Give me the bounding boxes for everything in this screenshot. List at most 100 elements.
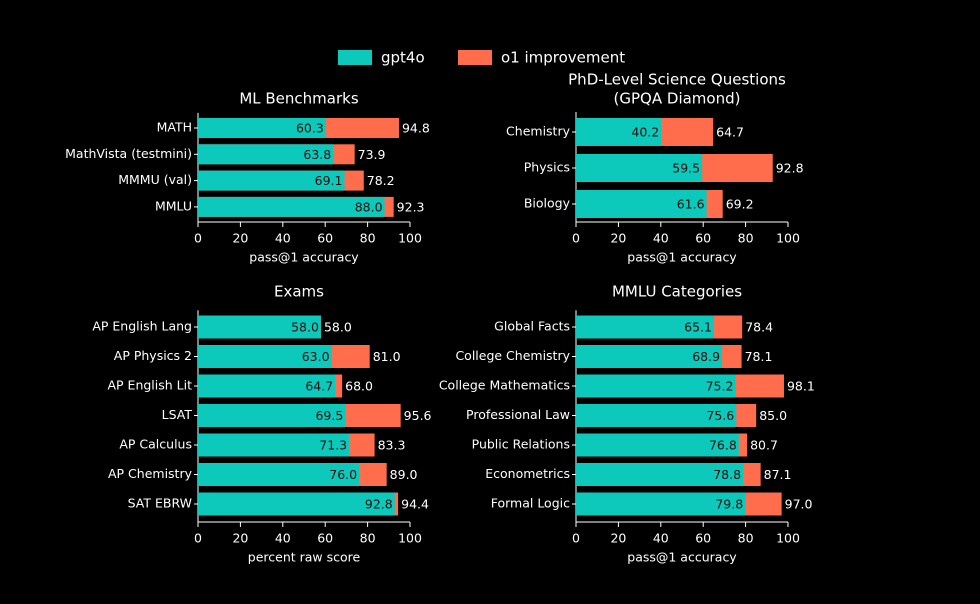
x-tick-label: 60: [695, 231, 711, 246]
bar: [576, 315, 715, 339]
x-tick-label: 40: [653, 231, 669, 246]
x-tick-label: 40: [653, 531, 669, 546]
y-tick-label: AP English Lit: [107, 378, 192, 393]
bar-value-label: 76.8: [709, 438, 737, 453]
bar-value-label: 61.6: [677, 197, 705, 212]
chart-title: PhD-Level Science Questions: [568, 71, 786, 89]
x-tick-label: 0: [194, 531, 202, 546]
bar-total-label: 92.3: [397, 199, 425, 214]
bar: [576, 433, 739, 457]
bar-total-label: 94.8: [402, 121, 430, 136]
bar-total-label: 64.7: [716, 125, 744, 140]
x-tick-label: 80: [360, 531, 376, 546]
y-tick-label: LSAT: [162, 407, 193, 422]
x-tick-label: 20: [610, 531, 626, 546]
bar-value-label: 64.7: [305, 379, 333, 394]
bar: [576, 404, 737, 427]
bar-value-label: 68.9: [692, 349, 720, 364]
bar: [198, 170, 345, 191]
bar-total-label: 73.9: [358, 147, 386, 162]
y-tick-label: MATH: [157, 120, 192, 135]
bar-value-label: 92.8: [365, 497, 393, 512]
bar: [576, 345, 723, 368]
bar-total-label: 69.2: [726, 197, 754, 212]
bar: [576, 118, 662, 146]
bar: [198, 345, 332, 368]
y-tick-label: Chemistry: [506, 124, 571, 139]
bar: [198, 433, 350, 457]
bar: [576, 154, 703, 182]
y-tick-label: Formal Logic: [491, 496, 570, 511]
bar: [198, 374, 336, 398]
x-tick-label: 80: [360, 231, 376, 246]
legend-swatch: [458, 50, 492, 65]
bar: [198, 196, 385, 217]
chart-title: Exams: [274, 283, 324, 301]
x-tick-label: 0: [572, 231, 580, 246]
x-axis-label: pass@1 accuracy: [249, 250, 359, 265]
bar-total-label: 89.0: [390, 467, 418, 482]
bar-total-label: 78.1: [745, 349, 773, 364]
y-tick-label: AP Calculus: [119, 437, 192, 452]
bar-value-label: 59.5: [672, 161, 700, 176]
bar: [198, 463, 360, 486]
y-tick-label: MMLU: [155, 198, 192, 213]
bar-total-label: 94.4: [401, 497, 429, 512]
legend-label: gpt4o: [381, 49, 425, 67]
bar-total-label: 85.0: [759, 408, 787, 423]
x-tick-label: 60: [317, 231, 333, 246]
bar-value-label: 71.3: [319, 438, 347, 453]
x-tick-label: 0: [194, 231, 202, 246]
x-tick-label: 80: [738, 231, 754, 246]
bar: [576, 374, 736, 398]
x-tick-label: 20: [232, 231, 248, 246]
y-tick-label: AP English Lang: [92, 319, 192, 334]
bar-total-label: 92.8: [776, 161, 804, 176]
bar-total-label: 87.1: [764, 467, 792, 482]
x-axis-label: pass@1 accuracy: [627, 550, 737, 565]
bar-value-label: 75.2: [706, 379, 734, 394]
y-tick-label: Biology: [524, 196, 571, 211]
bar: [198, 118, 326, 138]
chart-title: ML Benchmarks: [239, 90, 359, 108]
bar-total-label: 78.4: [745, 320, 773, 335]
x-tick-label: 100: [776, 531, 800, 546]
bar-value-label: 40.2: [631, 125, 659, 140]
bar-total-label: 83.3: [378, 438, 406, 453]
bar-value-label: 63.8: [303, 147, 331, 162]
y-tick-label: AP Physics 2: [114, 348, 192, 363]
bar-total-label: 97.0: [785, 497, 813, 512]
y-tick-label: Public Relations: [472, 437, 570, 452]
bar-total-label: 81.0: [373, 349, 401, 364]
y-tick-label: Econometrics: [485, 466, 570, 481]
bar-value-label: 79.8: [715, 497, 743, 512]
bar: [198, 315, 321, 339]
bar-value-label: 76.0: [329, 467, 357, 482]
chart-title: MMLU Categories: [612, 283, 742, 301]
bar-total-label: 58.0: [324, 320, 352, 335]
legend-swatch: [338, 50, 372, 65]
legend-label: o1 improvement: [501, 49, 625, 67]
bar-value-label: 63.0: [302, 349, 330, 364]
x-tick-label: 20: [232, 531, 248, 546]
y-tick-label: MMMU (val): [118, 172, 192, 187]
y-tick-label: College Mathematics: [439, 378, 570, 393]
bar-value-label: 60.3: [296, 121, 324, 136]
bar: [198, 404, 346, 427]
bar-value-label: 69.1: [315, 173, 343, 188]
y-tick-label: Professional Law: [466, 407, 570, 422]
bar-total-label: 80.7: [750, 438, 778, 453]
x-tick-label: 100: [776, 231, 800, 246]
y-tick-label: SAT EBRW: [128, 496, 192, 511]
chart-title: (GPQA Diamond): [614, 90, 741, 108]
bar: [576, 190, 707, 218]
bar-total-label: 68.0: [345, 379, 373, 394]
x-axis-label: percent raw score: [248, 550, 361, 565]
y-tick-label: College Chemistry: [455, 348, 570, 363]
bar-value-label: 69.5: [315, 408, 343, 423]
y-tick-label: AP Chemistry: [108, 466, 193, 481]
bar: [576, 492, 746, 516]
bar: [198, 492, 395, 516]
